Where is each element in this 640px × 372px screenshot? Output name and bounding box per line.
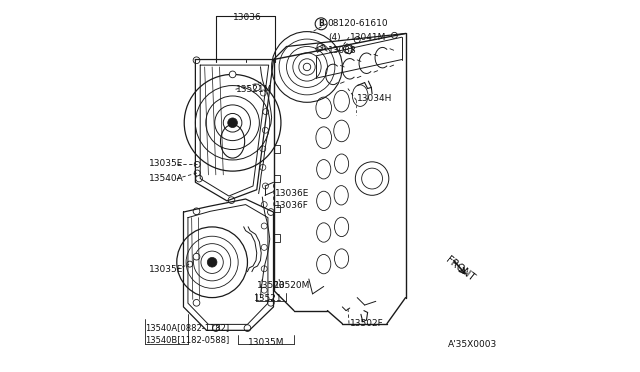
Text: 13520M: 13520M (273, 281, 310, 290)
Circle shape (228, 197, 235, 203)
Text: 13502F: 13502F (349, 319, 383, 328)
Text: 13035E: 13035E (149, 159, 183, 168)
Text: 13036E: 13036E (275, 189, 309, 198)
Text: 13520: 13520 (257, 281, 285, 290)
Text: 13034H: 13034H (357, 94, 392, 103)
Text: 13035E: 13035E (149, 265, 183, 274)
Circle shape (317, 44, 323, 49)
Circle shape (212, 325, 219, 331)
Circle shape (195, 161, 200, 167)
Text: 13038: 13038 (328, 46, 357, 55)
Circle shape (193, 253, 200, 260)
Circle shape (268, 299, 275, 306)
Circle shape (228, 118, 237, 128)
Circle shape (253, 84, 260, 91)
Circle shape (193, 299, 200, 306)
Text: B: B (318, 19, 324, 28)
Circle shape (193, 57, 200, 64)
Bar (275, 145, 280, 153)
Text: (4): (4) (328, 33, 341, 42)
Text: 13540A[0882-1182]: 13540A[0882-1182] (145, 323, 229, 332)
Text: 13540A: 13540A (149, 174, 184, 183)
Text: 13521M: 13521M (236, 85, 273, 94)
Circle shape (392, 32, 397, 38)
Text: 13035M: 13035M (248, 338, 284, 347)
Circle shape (229, 71, 236, 78)
Circle shape (187, 261, 193, 267)
Text: A'35X0003: A'35X0003 (448, 340, 497, 349)
Circle shape (196, 175, 202, 182)
Bar (275, 175, 280, 182)
Circle shape (244, 325, 251, 331)
Text: 13036: 13036 (233, 13, 262, 22)
Text: 13036F: 13036F (275, 201, 308, 210)
Text: 13041M: 13041M (349, 33, 386, 42)
Circle shape (193, 208, 200, 215)
Text: 13540B[1182-0588]: 13540B[1182-0588] (145, 335, 229, 344)
Text: FRONT: FRONT (444, 254, 476, 283)
Circle shape (268, 209, 275, 215)
Circle shape (207, 257, 217, 267)
Bar (275, 205, 280, 212)
Text: 13521: 13521 (253, 294, 282, 303)
Circle shape (195, 170, 200, 176)
Text: 08120-61610: 08120-61610 (328, 19, 388, 28)
Bar (275, 234, 280, 242)
Circle shape (354, 37, 360, 43)
